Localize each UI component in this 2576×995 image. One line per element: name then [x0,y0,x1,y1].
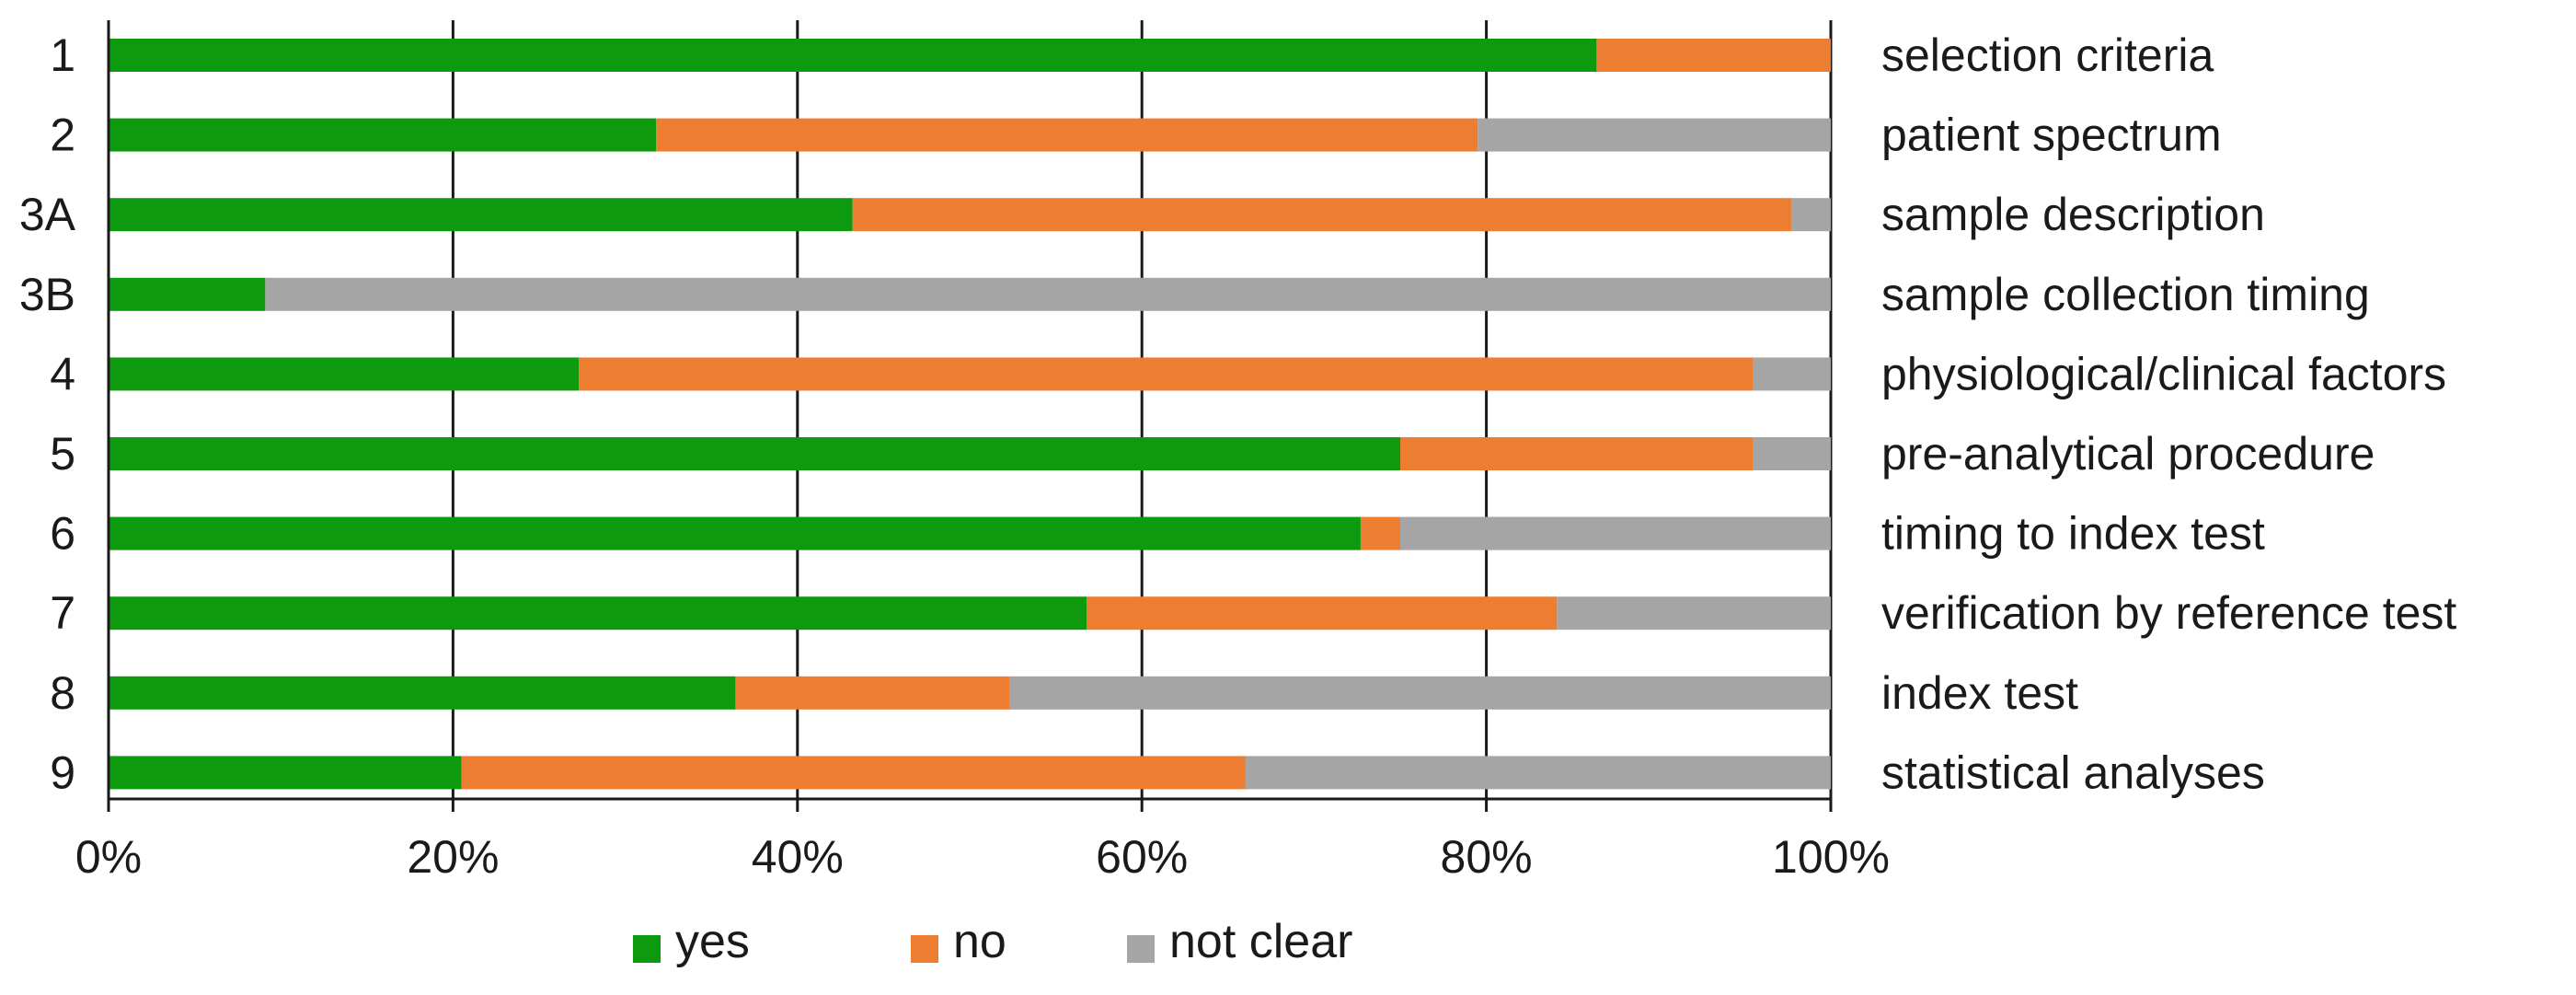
bar-segment-2-no [656,118,1478,152]
category-description: verification by reference test [1881,587,2456,639]
legend-swatch-not-clear [1127,935,1155,963]
bar-segment-6-no [1360,516,1400,550]
category-label: 3B [19,269,75,320]
category-label: 1 [50,29,75,81]
legend: yes no not clear [633,915,1352,968]
category-label: 3A [19,189,76,240]
bar-segment-4-not-clear [1753,357,1831,391]
bar-segment-9-not-clear [1245,756,1831,790]
category-description: sample collection timing [1881,269,2370,320]
x-tick-labels: 0% 20% 40% 60% 80% 100% [75,831,1890,883]
category-label: 7 [50,587,75,639]
x-tick-label: 20% [407,831,499,883]
bar-segment-5-no [1400,437,1754,470]
bar-segment-3b-yes [109,277,266,311]
category-description: index test [1881,667,2078,719]
category-label: 9 [50,746,75,798]
category-description: physiological/clinical factors [1881,348,2446,399]
bar-segment-3a-yes [109,198,853,232]
bar-segment-2-yes [109,118,657,152]
category-label: 8 [50,667,75,719]
x-tick-label: 100% [1772,831,1890,883]
legend-swatch-no [911,935,938,963]
bars [109,39,1831,790]
bar-segment-8-yes [109,676,736,710]
bar-segment-8-not-clear [1009,676,1831,710]
bar-segment-7-no [1087,596,1558,631]
category-description: statistical analyses [1881,746,2265,798]
legend-label-not-clear: not clear [1169,915,1352,968]
category-labels: 1 2 3A 3B 4 5 6 7 8 9 [19,29,76,798]
x-tick-label: 0% [75,831,142,883]
category-label: 4 [50,348,75,399]
legend-label-yes: yes [675,915,750,968]
category-description: sample description [1881,189,2265,240]
x-axis [107,20,1833,812]
x-tick-label: 40% [752,831,844,883]
bar-segment-1-yes [109,39,1597,72]
bar-segment-3a-not-clear [1790,198,1831,232]
bar-segment-2-not-clear [1478,118,1831,152]
category-description: selection criteria [1881,29,2214,81]
bar-segment-4-no [579,357,1754,391]
bar-segment-4-yes [109,357,580,391]
legend-swatch-yes [633,935,661,963]
bar-segment-3b-not-clear [265,277,1831,311]
category-description: pre-analytical procedure [1881,428,2375,480]
bar-segment-5-not-clear [1753,437,1831,470]
bar-segment-6-yes [109,516,1361,550]
bar-segment-3a-no [852,198,1791,232]
category-description: timing to index test [1881,508,2265,560]
bar-segment-1-no [1596,39,1831,72]
bar-segment-9-no [461,756,1246,790]
x-tick-label: 80% [1441,831,1533,883]
bar-segment-5-yes [109,437,1400,470]
x-tick-label: 60% [1096,831,1188,883]
bar-segment-6-not-clear [1400,516,1831,550]
bar-segment-7-yes [109,596,1087,631]
bar-segment-8-no [735,676,1010,710]
bar-segment-9-yes [109,756,462,790]
legend-label-no: no [953,915,1006,968]
category-label: 6 [50,508,75,560]
category-label: 5 [50,428,75,480]
category-descriptions: selection criteria patient spectrum sample… [1881,29,2456,798]
category-label: 2 [50,110,75,161]
bar-segment-7-not-clear [1557,596,1831,631]
category-description: patient spectrum [1881,110,2222,161]
